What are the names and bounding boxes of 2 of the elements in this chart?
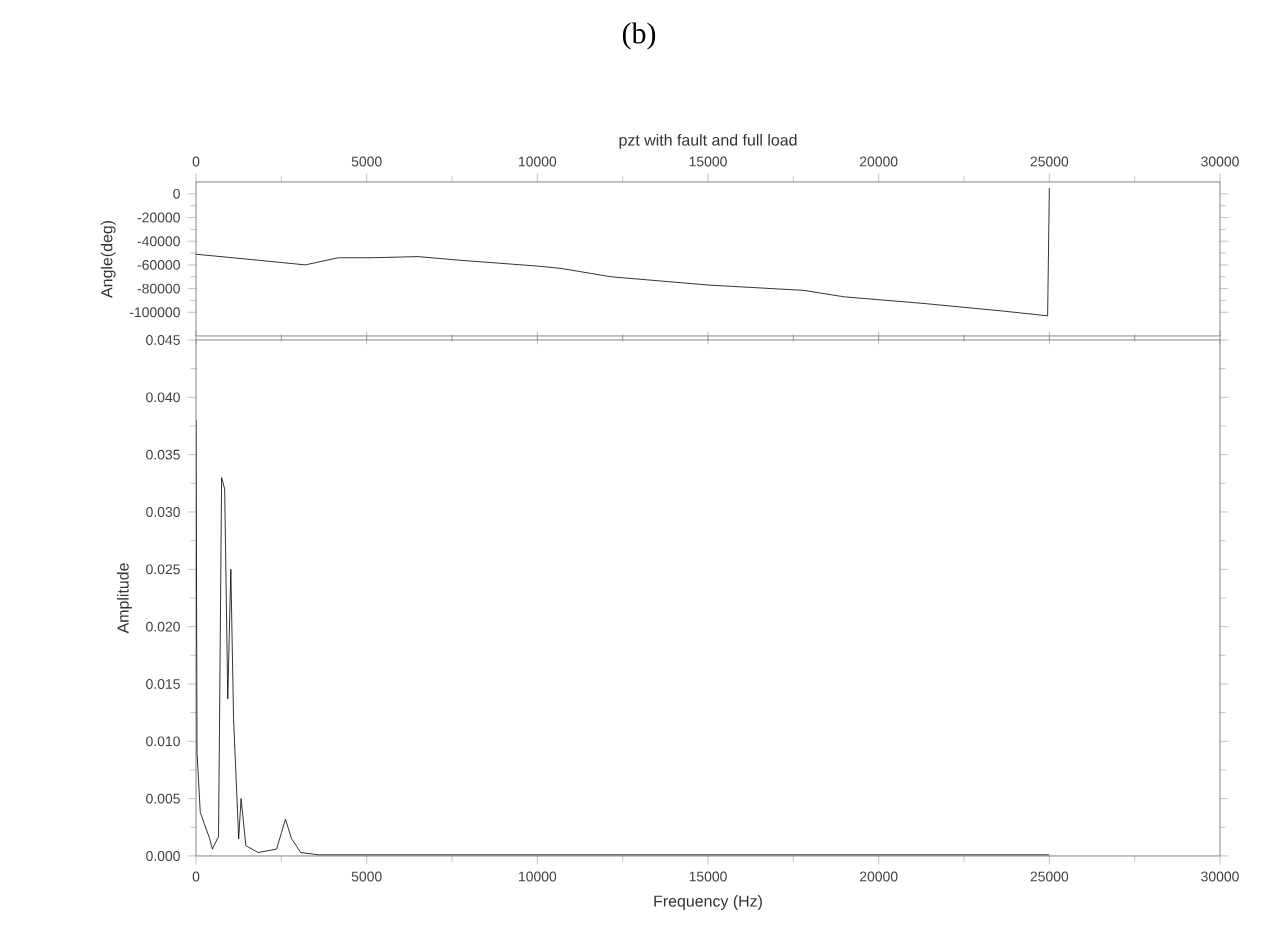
line-series [196, 187, 1050, 317]
chart-title: (b) [622, 22, 656, 50]
